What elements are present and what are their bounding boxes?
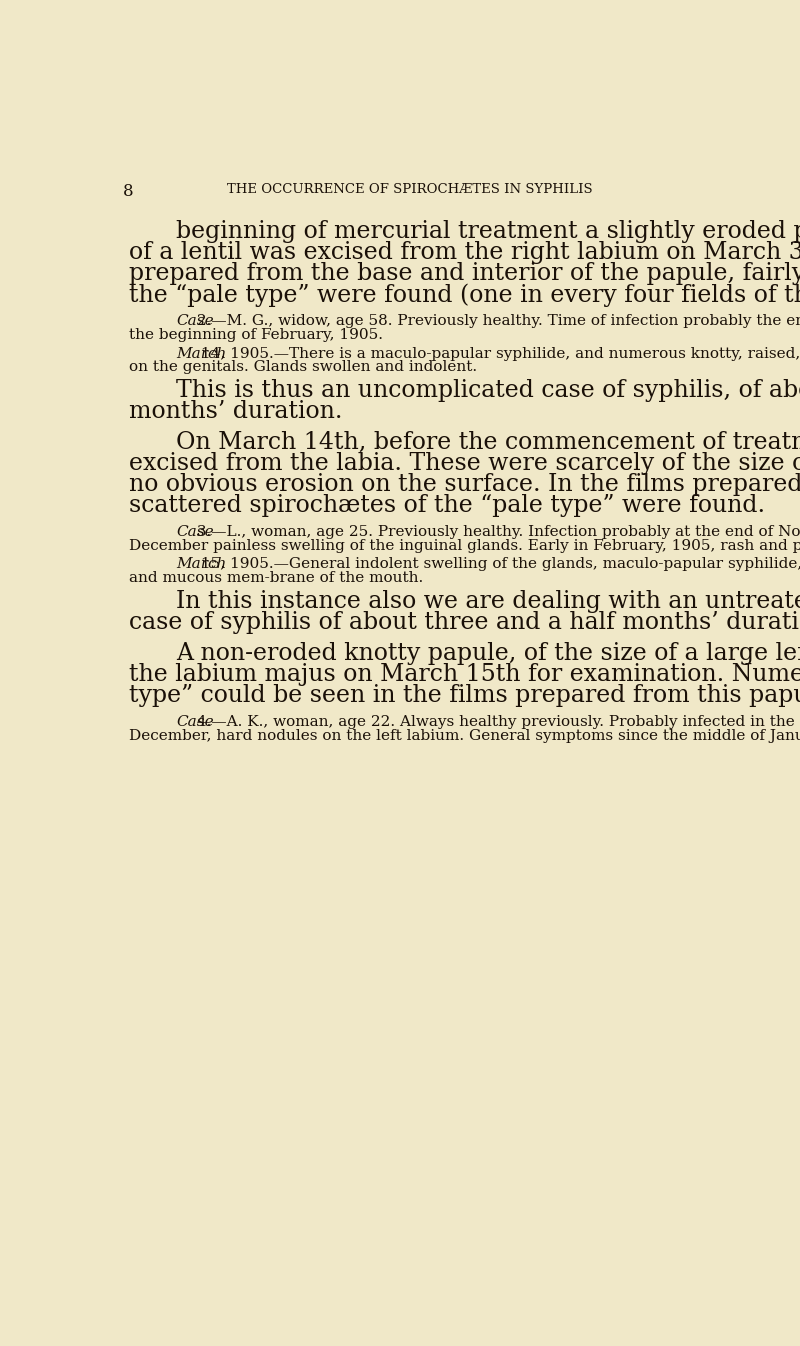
Text: type” could be seen in the films prepared from this papule.: type” could be seen in the films prepare… xyxy=(130,684,800,707)
Text: months’ duration.: months’ duration. xyxy=(130,400,343,423)
Text: On March 14th, before the commencement of treatment, two papules were: On March 14th, before the commencement o… xyxy=(176,431,800,454)
Text: 15, 1905.—General indolent swelling of the glands, maculo-papular syphilide, pap: 15, 1905.—General indolent swelling of t… xyxy=(196,557,800,572)
Text: In this instance also we are dealing with an untreated and uncomplicated: In this instance also we are dealing wit… xyxy=(176,590,800,612)
Text: the “pale type” were found (one in every four fields of the microscope).: the “pale type” were found (one in every… xyxy=(130,284,800,307)
Text: no obvious erosion on the surface. In the films prepared from them a few sparsel: no obvious erosion on the surface. In th… xyxy=(130,474,800,497)
Text: March: March xyxy=(176,557,226,572)
Text: excised from the labia. These were scarcely of the size of a lentil, and showed: excised from the labia. These were scarc… xyxy=(130,452,800,475)
Text: 8: 8 xyxy=(123,183,134,201)
Text: Case: Case xyxy=(176,525,214,540)
Text: prepared from the base and interior of the papule, fairly numerous spirochætes o: prepared from the base and interior of t… xyxy=(130,262,800,285)
Text: March: March xyxy=(176,347,226,361)
Text: A non-eroded knotty papule, of the size of a large lentil, was removed from: A non-eroded knotty papule, of the size … xyxy=(176,642,800,665)
Text: 3.—L., woman, age 25. Previously healthy. Infection probably at the end of Novem: 3.—L., woman, age 25. Previously healthy… xyxy=(192,525,800,540)
Text: beginning of mercurial treatment a slightly eroded papule of about the size: beginning of mercurial treatment a sligh… xyxy=(176,219,800,244)
Text: 4.—A. K., woman, age 22. Always healthy previously. Probably infected in the mid: 4.—A. K., woman, age 22. Always healthy … xyxy=(192,715,800,728)
Text: scattered spirochætes of the “pale type” were found.: scattered spirochætes of the “pale type”… xyxy=(130,494,766,517)
Text: case of syphilis of about three and a half months’ duration.: case of syphilis of about three and a ha… xyxy=(130,611,800,634)
Text: and mucous mem-brane of the mouth.: and mucous mem-brane of the mouth. xyxy=(130,571,424,586)
Text: 14, 1905.—There is a maculo-papular syphilide, and numerous knotty, raised, and : 14, 1905.—There is a maculo-papular syph… xyxy=(196,347,800,361)
Text: This is thus an uncomplicated case of syphilis, of about three and a half: This is thus an uncomplicated case of sy… xyxy=(176,378,800,402)
Text: on the genitals. Glands swollen and indolent.: on the genitals. Glands swollen and indo… xyxy=(130,361,478,374)
Text: December painless swelling of the inguinal glands. Early in February, 1905, rash: December painless swelling of the inguin… xyxy=(130,538,800,553)
Text: the beginning of February, 1905.: the beginning of February, 1905. xyxy=(130,328,383,342)
Text: 2.—M. G., widow, age 58. Previously healthy. Time of infection probably the end : 2.—M. G., widow, age 58. Previously heal… xyxy=(192,315,800,328)
Text: Case: Case xyxy=(176,715,214,728)
Text: of a lentil was excised from the right labium on March 3rd, 1905. In the films: of a lentil was excised from the right l… xyxy=(130,241,800,264)
Text: Case: Case xyxy=(176,315,214,328)
Text: the labium majus on March 15th for examination. Numerous spirochætes of the “pal: the labium majus on March 15th for exami… xyxy=(130,662,800,686)
Text: THE OCCURRENCE OF SPIROCHÆTES IN SYPHILIS: THE OCCURRENCE OF SPIROCHÆTES IN SYPHILI… xyxy=(227,183,593,197)
Text: December, hard nodules on the left labium. General symptoms since the middle of : December, hard nodules on the left labiu… xyxy=(130,728,800,743)
